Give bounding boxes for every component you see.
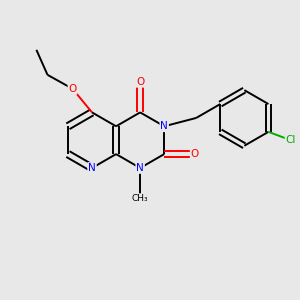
Text: Cl: Cl [286,135,296,145]
Text: N: N [88,163,96,173]
Text: N: N [136,163,144,173]
Text: O: O [191,149,199,159]
Text: CH₃: CH₃ [132,194,148,203]
Text: N: N [160,121,168,131]
Text: O: O [68,84,77,94]
Text: O: O [136,77,144,87]
